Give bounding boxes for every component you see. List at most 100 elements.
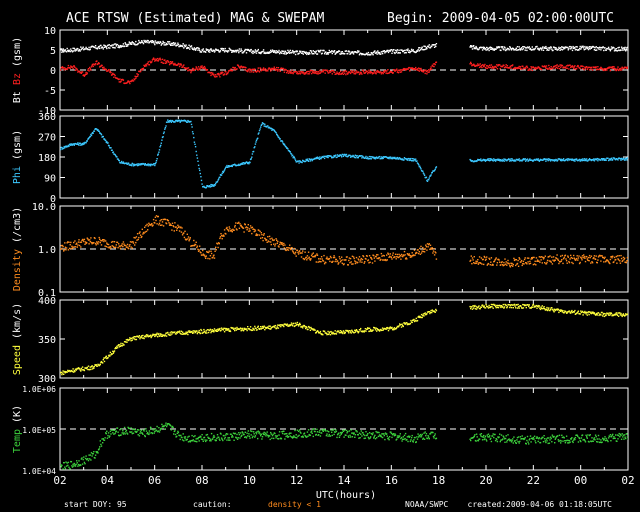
- data-point: [240, 330, 242, 332]
- data-point: [262, 50, 264, 53]
- data-point: [271, 237, 273, 239]
- data-point: [515, 47, 517, 49]
- data-point: [234, 66, 236, 69]
- data-point: [106, 242, 108, 244]
- data-point: [499, 64, 501, 66]
- data-point: [115, 45, 117, 47]
- data-point: [543, 47, 545, 49]
- data-point: [323, 254, 325, 257]
- data-point: [179, 64, 181, 66]
- data-point: [190, 71, 192, 74]
- data-point: [135, 241, 137, 244]
- data-point: [391, 52, 393, 54]
- data-point: [371, 262, 374, 264]
- data-point: [405, 257, 407, 259]
- series-speed: [60, 303, 628, 376]
- data-point: [339, 258, 341, 260]
- data-point: [571, 49, 574, 52]
- data-point: [565, 65, 568, 67]
- data-point: [564, 66, 567, 68]
- data-point: [96, 128, 98, 130]
- data-point: [381, 157, 383, 160]
- data-point: [273, 243, 275, 245]
- data-point: [102, 359, 104, 361]
- data-point: [570, 254, 572, 257]
- data-point: [196, 67, 198, 69]
- data-point: [383, 255, 385, 257]
- data-point: [401, 323, 403, 325]
- data-point: [476, 260, 478, 263]
- data-point: [343, 263, 345, 265]
- data-point: [212, 257, 214, 259]
- data-point: [283, 247, 286, 249]
- data-point: [389, 255, 391, 257]
- data-point: [232, 49, 235, 52]
- data-point: [89, 454, 91, 456]
- data-point: [151, 61, 153, 63]
- data-point: [139, 231, 141, 233]
- data-point: [585, 313, 587, 315]
- data-point: [125, 244, 127, 247]
- data-point: [396, 256, 398, 258]
- data-point: [69, 468, 71, 470]
- data-point: [336, 260, 339, 262]
- data-point: [128, 247, 130, 250]
- data-point: [620, 254, 622, 257]
- data-point: [419, 165, 421, 167]
- data-point: [333, 50, 336, 52]
- data-point: [381, 327, 384, 329]
- data-point: [278, 49, 280, 52]
- data-point: [376, 51, 378, 53]
- data-point: [307, 70, 310, 73]
- data-point: [200, 252, 202, 254]
- data-point: [308, 73, 310, 75]
- data-point: [204, 67, 206, 69]
- data-point: [213, 49, 215, 51]
- data-point: [247, 162, 249, 164]
- data-point: [108, 145, 110, 147]
- data-point: [94, 457, 96, 459]
- data-point: [512, 304, 514, 306]
- data-point: [229, 48, 231, 50]
- data-point: [473, 262, 475, 264]
- data-point: [378, 52, 380, 55]
- data-point: [400, 326, 403, 328]
- data-point: [511, 262, 513, 265]
- data-point: [75, 369, 77, 371]
- data-point: [593, 160, 596, 162]
- data-point: [240, 224, 242, 227]
- data-point: [289, 151, 291, 153]
- data-point: [520, 305, 522, 307]
- data-point: [134, 43, 136, 45]
- data-point: [176, 120, 178, 123]
- data-point: [560, 47, 562, 49]
- data-point: [380, 328, 382, 331]
- data-point: [173, 230, 175, 232]
- data-point: [113, 76, 115, 78]
- data-point: [314, 256, 316, 258]
- data-point: [320, 158, 322, 160]
- data-point: [140, 163, 142, 165]
- data-point: [404, 254, 406, 256]
- data-point: [149, 163, 151, 166]
- data-point: [167, 331, 169, 334]
- data-point: [531, 46, 533, 48]
- data-point: [590, 312, 593, 315]
- data-point: [281, 243, 284, 245]
- data-point: [99, 364, 101, 366]
- data-point: [226, 50, 228, 52]
- data-point: [294, 253, 296, 255]
- data-point: [532, 303, 535, 306]
- data-point: [199, 169, 201, 172]
- data-point: [584, 67, 587, 69]
- data-point: [524, 49, 526, 51]
- data-point: [170, 119, 172, 122]
- data-point: [66, 68, 68, 71]
- data-point: [239, 327, 242, 329]
- data-point: [550, 261, 552, 263]
- data-point: [525, 306, 527, 309]
- data-point: [321, 71, 323, 73]
- data-point: [423, 174, 426, 176]
- data-point: [288, 50, 290, 53]
- data-point: [420, 67, 422, 70]
